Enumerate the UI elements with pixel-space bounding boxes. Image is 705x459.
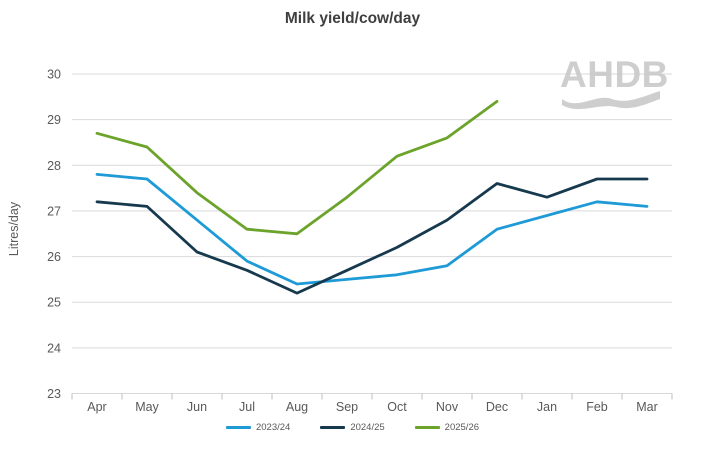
- legend-line-swatch-icon: [225, 426, 251, 429]
- y-tick-label: 29: [47, 113, 61, 127]
- series-line-2025-26: [95, 100, 499, 236]
- ahdb-logo-wave-icon: [562, 91, 660, 110]
- x-tick-label: Jun: [187, 400, 207, 414]
- x-tick-label: Nov: [436, 400, 459, 414]
- legend-item-2025-26: 2025/26: [414, 422, 480, 433]
- legend-label: 2025/26: [444, 422, 480, 433]
- x-tick-label: Sep: [336, 400, 358, 414]
- x-tick-label: Apr: [87, 400, 106, 414]
- legend: 2023/24 2024/25 2025/26: [0, 422, 705, 433]
- y-tick-label: 28: [47, 159, 61, 173]
- x-tick-label: Feb: [586, 400, 608, 414]
- x-tick-label: Oct: [387, 400, 407, 414]
- y-tick-label: 30: [47, 68, 61, 82]
- y-tick-label: 24: [47, 341, 61, 355]
- y-tick-label: 27: [47, 204, 61, 218]
- x-tick-label: Mar: [636, 400, 658, 414]
- chart-title: Milk yield/cow/day: [284, 10, 421, 27]
- legend-line-swatch-icon: [320, 426, 346, 429]
- legend-item-2024-25: 2024/25: [320, 422, 385, 433]
- ahdb-logo: AHDB: [560, 56, 670, 113]
- x-tick-label: May: [135, 400, 159, 414]
- ahdb-logo-text: AHDB: [560, 54, 669, 95]
- series-line-2023-24: [95, 172, 649, 286]
- x-tick-label: Aug: [286, 400, 308, 414]
- series-line-2024-25: [95, 177, 649, 295]
- x-tick-label: Dec: [486, 400, 508, 414]
- legend-item-2023-24: 2023/24: [225, 422, 291, 433]
- legend-line-swatch-icon: [414, 426, 440, 429]
- y-tick-label: 26: [47, 250, 61, 264]
- y-tick-label: 25: [47, 296, 61, 310]
- legend-label: 2023/24: [255, 422, 291, 433]
- x-tick-label: Jul: [239, 400, 255, 414]
- y-tick-label: 23: [47, 387, 61, 401]
- x-tick-label: Jan: [537, 400, 557, 414]
- legend-label: 2024/25: [350, 422, 385, 433]
